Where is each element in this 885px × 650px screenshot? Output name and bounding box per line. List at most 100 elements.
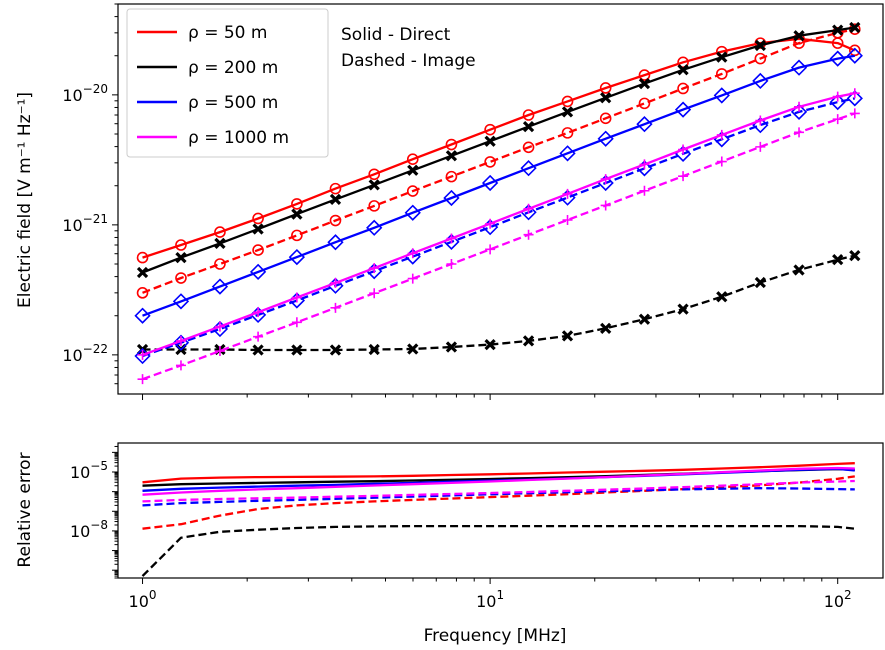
series-line	[142, 92, 856, 356]
circle-marker	[638, 69, 651, 81]
plus-marker	[330, 302, 341, 313]
legend-label: ρ = 50 m	[188, 23, 267, 43]
circle-marker	[561, 127, 574, 139]
error-y-axis-label: Relative error	[15, 452, 35, 567]
diamond-marker	[597, 130, 614, 147]
circle-marker	[175, 272, 187, 284]
circle-marker	[368, 168, 381, 181]
plus-marker	[678, 171, 689, 182]
series-50-m-dashed	[136, 23, 861, 299]
circle-marker	[214, 258, 226, 270]
x-marker	[832, 24, 844, 36]
series-line	[142, 97, 856, 358]
x-marker	[677, 64, 689, 76]
series-1000-m-dashed	[137, 108, 860, 385]
legend-entry-4: ρ = 1000 m	[137, 128, 289, 148]
x-marker	[638, 313, 651, 325]
x-marker	[832, 254, 844, 266]
circle-marker	[715, 68, 728, 80]
plus-marker	[600, 200, 611, 211]
x-marker	[214, 237, 226, 250]
circle-marker	[406, 185, 419, 197]
legend-entry-3: ρ = 500 m	[137, 93, 278, 113]
field-series	[134, 21, 863, 385]
x-marker	[484, 135, 496, 147]
legend-entry-1: ρ = 50 m	[137, 23, 267, 43]
diamond-marker	[134, 307, 151, 324]
diamond-marker	[674, 101, 692, 118]
circle-marker	[849, 44, 861, 57]
series-50-m-solid	[142, 462, 855, 484]
series-200-m-dashed	[136, 249, 861, 356]
x-marker	[136, 266, 149, 279]
x-marker	[716, 51, 728, 63]
circle-marker	[561, 95, 574, 108]
diamond-marker	[249, 263, 267, 280]
x-marker	[291, 208, 303, 220]
plus-marker	[291, 317, 302, 328]
error-y-ticks: 10−8 10−5	[70, 445, 118, 579]
plus-marker	[678, 144, 689, 155]
x-marker	[677, 303, 689, 315]
error-panel: 10−8 10−5 100 101 102 Relative error Freque…	[15, 442, 884, 646]
circle-marker	[522, 109, 535, 121]
y-tick-label: 10−5	[70, 459, 108, 482]
legend-entry-2: ρ = 200 m	[137, 58, 278, 78]
legend-box	[126, 8, 329, 158]
x-tick-label: 100	[129, 588, 157, 611]
circle-marker	[638, 97, 651, 110]
x-marker	[407, 343, 419, 355]
plus-marker	[832, 91, 843, 102]
x-marker	[252, 344, 264, 356]
field-x-ticks	[142, 394, 839, 400]
plus-marker	[175, 360, 186, 371]
diamond-marker	[288, 248, 306, 266]
plus-marker	[523, 203, 534, 214]
series-line	[141, 524, 855, 577]
error-x-ticks: 100 101 102	[129, 578, 852, 611]
x-marker	[754, 276, 766, 289]
circle-marker	[252, 212, 264, 225]
x-marker	[291, 344, 303, 356]
series-line	[142, 479, 855, 503]
legend-label: ρ = 200 m	[188, 58, 278, 78]
diamond-marker	[846, 47, 863, 64]
series-line	[142, 462, 855, 484]
series-1000-m-solid	[137, 88, 860, 360]
diamond-marker	[211, 278, 229, 295]
diamond-marker	[404, 204, 421, 221]
diamond-marker	[713, 87, 730, 104]
plus-marker	[253, 331, 264, 342]
circle-marker	[406, 153, 419, 165]
plus-marker	[523, 229, 534, 240]
x-marker	[407, 164, 419, 176]
plus-marker	[407, 248, 418, 259]
circle-marker	[136, 251, 149, 264]
x-marker	[445, 341, 458, 353]
plus-marker	[214, 321, 225, 332]
circle-marker	[599, 82, 612, 94]
plus-marker	[446, 259, 457, 269]
circle-marker	[368, 200, 381, 212]
x-marker	[368, 343, 380, 356]
circle-marker	[677, 56, 689, 69]
diamond-marker	[443, 189, 460, 207]
x-marker	[600, 322, 612, 334]
plus-marker	[485, 244, 496, 255]
y-tick-label: 10−22	[62, 342, 108, 365]
circle-marker	[599, 112, 612, 125]
plus-marker	[446, 233, 457, 244]
annotation-dashed: Dashed - Image	[341, 51, 476, 71]
series-line	[142, 254, 856, 352]
x-marker	[600, 92, 612, 104]
plus-marker	[137, 349, 148, 360]
plus-marker	[253, 307, 264, 318]
legend-label: ρ = 1000 m	[188, 128, 289, 148]
field-plot-frame	[117, 3, 884, 395]
error-plot-frame	[117, 442, 884, 579]
series-1000-m-solid	[142, 466, 855, 496]
circle-marker	[677, 82, 689, 95]
circle-marker	[522, 141, 535, 154]
series-line	[142, 37, 856, 259]
series-line	[142, 28, 856, 294]
